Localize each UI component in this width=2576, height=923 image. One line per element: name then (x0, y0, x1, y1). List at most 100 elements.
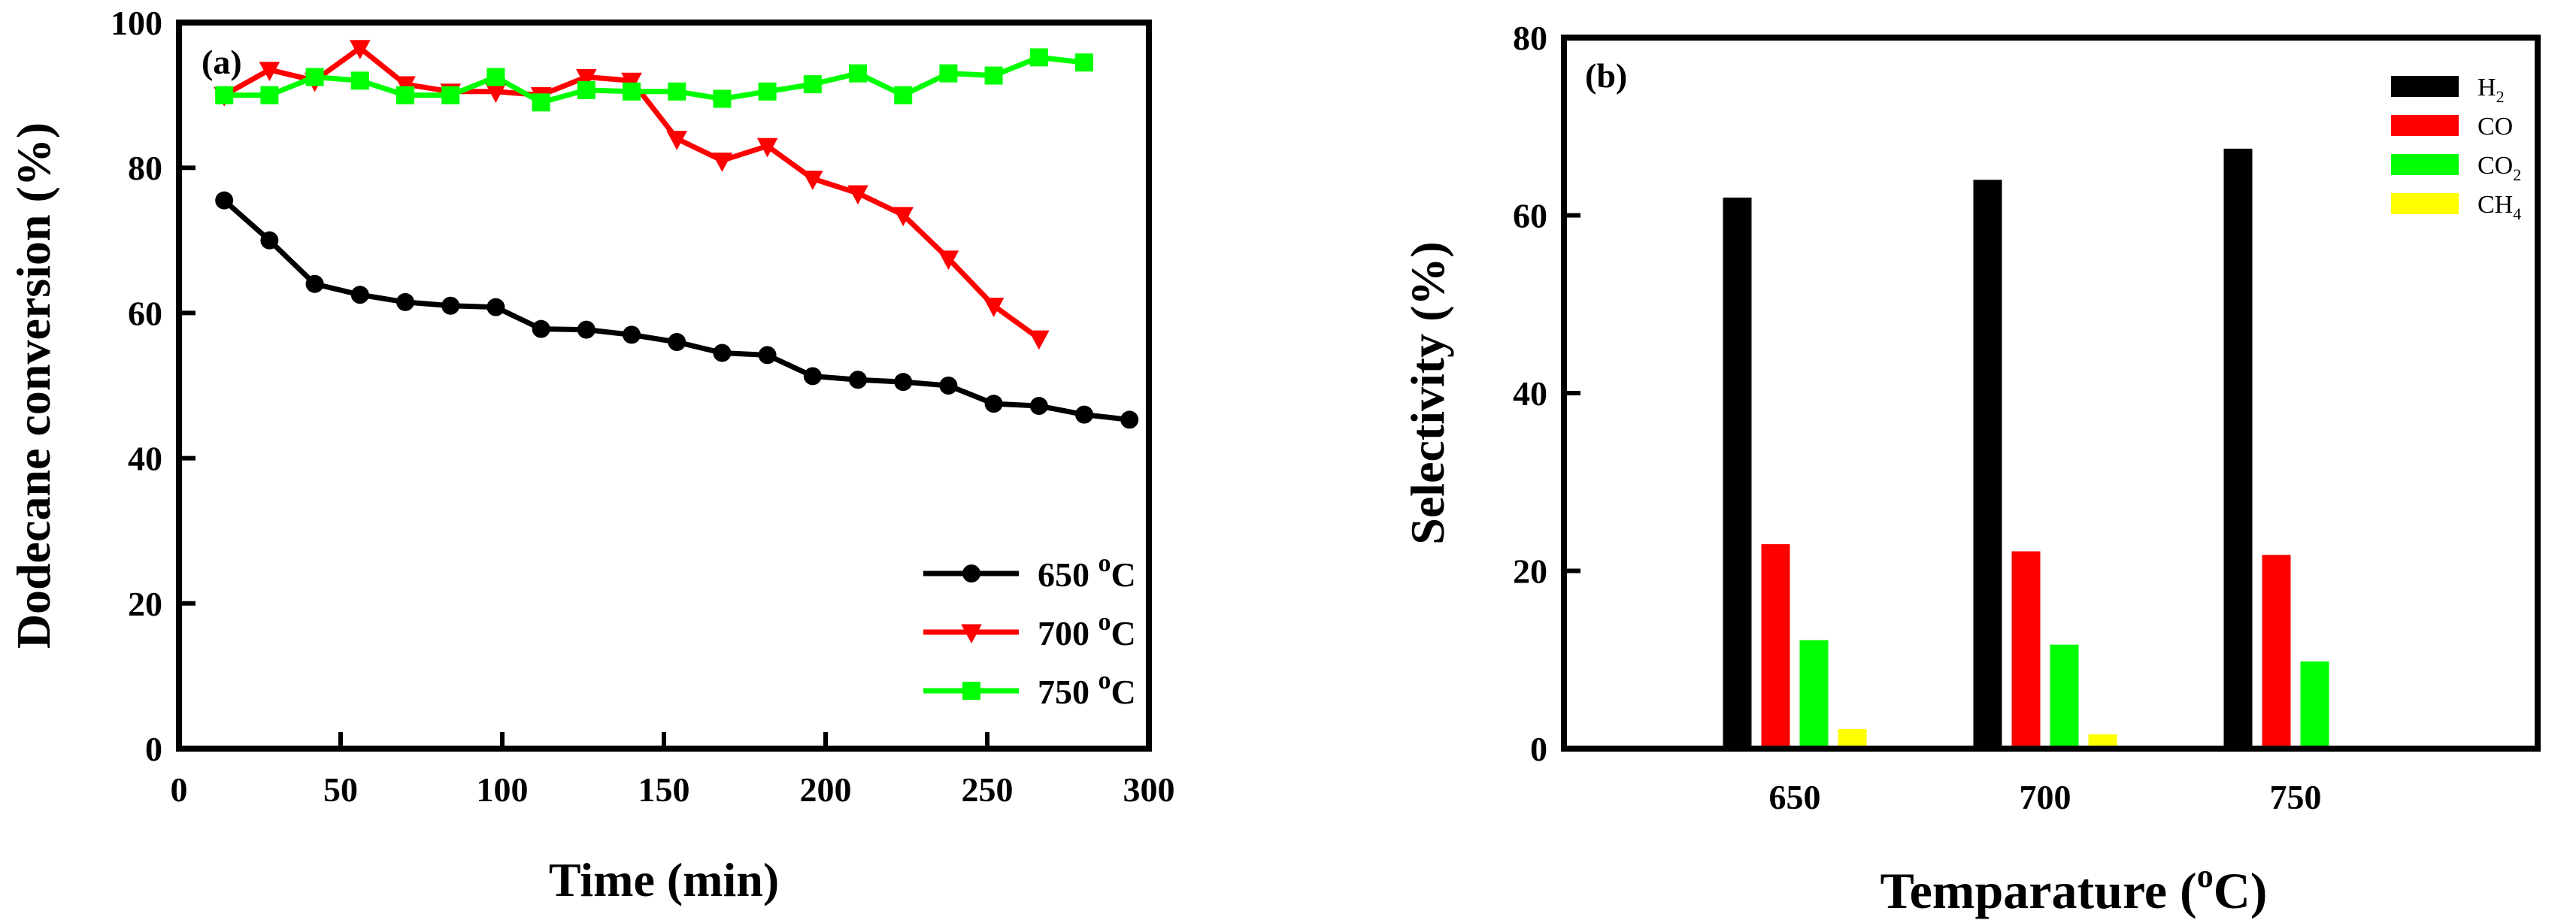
legend-label-1-main: CO (2478, 113, 2513, 141)
y-tick-label: 80 (1513, 19, 1547, 57)
line-series-0-point (305, 274, 324, 293)
legend-label-2: CO2 (2478, 152, 2521, 184)
legend-label-2: 750 oC (1038, 667, 1136, 711)
line-series-0-point (350, 286, 369, 304)
y-tick-label: 0 (1530, 730, 1547, 768)
line-series-1-point (350, 40, 371, 59)
line-series-0-point (396, 292, 414, 311)
legend-label-3-subscript: 4 (2513, 204, 2521, 223)
line-series-2-point (1075, 53, 1093, 72)
legend-swatch-0 (2391, 76, 2459, 97)
y-tick-label: 60 (1513, 197, 1547, 235)
line-series-1-point (666, 131, 687, 150)
legend-label-2-value: 750 (1038, 673, 1099, 711)
bar-chart-plot-frame (1561, 35, 2541, 752)
line-chart-panel: 0 50 100 150 200 250 300 0 20 40 60 80 100 (a) Time… (7, 4, 1175, 906)
legend-label-1-unit: C (1111, 614, 1136, 652)
y-tick-label: 40 (128, 440, 162, 478)
legend-label-2-main: CO (2478, 152, 2513, 180)
line-series-2-point (486, 68, 505, 86)
y-tick-label: 0 (145, 730, 162, 768)
bar-chart-x-axis-title: Temparature (oC) (1880, 858, 2268, 919)
legend-label-0-subscript: 2 (2496, 87, 2505, 106)
legend-label-2-unit: C (1111, 673, 1136, 711)
legend-label-0-unit: C (1111, 555, 1136, 594)
line-series-0-point (803, 367, 822, 386)
legend-swatch-2 (2391, 154, 2459, 175)
legend-label-1: 700 oC (1038, 608, 1136, 652)
legend-label-2-degree: o (1099, 667, 1111, 695)
line-series-0-point (984, 395, 1003, 413)
line-series-1-point (847, 185, 868, 205)
legend-label-1-degree: o (1099, 608, 1111, 636)
legend-label-0: H2 (2478, 74, 2505, 106)
line-series-0-point (1029, 397, 1048, 416)
line-series-2-point (758, 82, 777, 101)
line-series-1-point (395, 76, 416, 96)
bar-co2-700 (2050, 644, 2079, 749)
line-chart-x-axis-title: Time (min) (549, 853, 779, 906)
line-series-1-point (938, 250, 959, 271)
y-tick-label: 40 (1513, 374, 1547, 413)
bar-co2-750 (2300, 661, 2329, 749)
line-series-1-point (576, 68, 597, 89)
line-series-0-point (623, 325, 641, 344)
panel-label-a: (a) (202, 43, 242, 81)
bar-h2-650 (1723, 197, 1752, 749)
bar-chart-y-axis-title: Selectivity (%) (1401, 241, 1454, 544)
line-series-2-point (713, 89, 732, 108)
legend-label-1: CO (2478, 113, 2513, 141)
y-tick-label: 100 (111, 4, 162, 42)
line-series-2-point (849, 64, 867, 83)
line-series-1-point (1029, 330, 1050, 350)
line-series-2-point (623, 82, 641, 101)
legend-label-0-value: 650 (1038, 555, 1099, 594)
line-series-2-point (260, 86, 279, 104)
line-chart-y-ticks: 0 20 40 60 80 100 (111, 4, 195, 768)
line-series-1-point (802, 171, 823, 190)
line-series-0-point (1120, 410, 1139, 429)
line-series-1-point (893, 207, 914, 227)
bar-co-650 (1761, 544, 1790, 749)
line-series-1-point (621, 72, 642, 92)
legend-marker-0 (962, 564, 980, 583)
y-tick-label: 20 (1513, 552, 1547, 591)
line-chart-y-axis-title: Dodecane conversion (%) (7, 123, 60, 649)
x-tick-label: 100 (477, 770, 529, 809)
line-series-0-point (532, 319, 550, 338)
line-series-2-point (984, 66, 1003, 85)
line-series-2-point (803, 75, 822, 94)
line-series-0-point (668, 333, 686, 352)
bar-chart-y-ticks: 0 20 40 60 80 (1513, 19, 1580, 768)
bar-chart-x-axis-title-part-2: C) (2214, 862, 2268, 919)
y-tick-label: 20 (128, 585, 162, 623)
line-series-0-point (260, 231, 279, 250)
line-series-2-point (350, 71, 369, 90)
line-series-1-point (983, 298, 1005, 317)
line-chart-plot-frame (176, 20, 1152, 752)
x-tick-label: 250 (962, 770, 1014, 809)
line-series-2-point (532, 93, 550, 112)
bar-h2-750 (2223, 148, 2253, 749)
line-series-0-point (441, 296, 460, 315)
x-tick-label: 650 (1769, 778, 1821, 816)
legend-label-0-degree: o (1099, 549, 1111, 577)
line-series-1-point (711, 152, 733, 172)
legend-label-1-value: 700 (1038, 614, 1099, 652)
legend-label-2-subscript: 2 (2513, 165, 2521, 184)
line-series-0-point (1075, 405, 1093, 424)
x-tick-label: 50 (323, 770, 358, 809)
line-series-0-point (713, 343, 732, 362)
bar-chart-x-ticks: 650 700 750 (1769, 778, 2322, 816)
x-tick-label: 750 (2270, 778, 2322, 816)
line-series-0-point (215, 191, 234, 210)
legend-swatch-3 (2391, 193, 2459, 214)
y-tick-label: 80 (128, 149, 162, 187)
line-series-0-point (758, 346, 777, 365)
line-series-0-point (849, 371, 867, 389)
line-series-0-point (894, 373, 913, 392)
legend-label-0-main: H (2478, 74, 2496, 101)
x-tick-label: 300 (1123, 770, 1175, 809)
